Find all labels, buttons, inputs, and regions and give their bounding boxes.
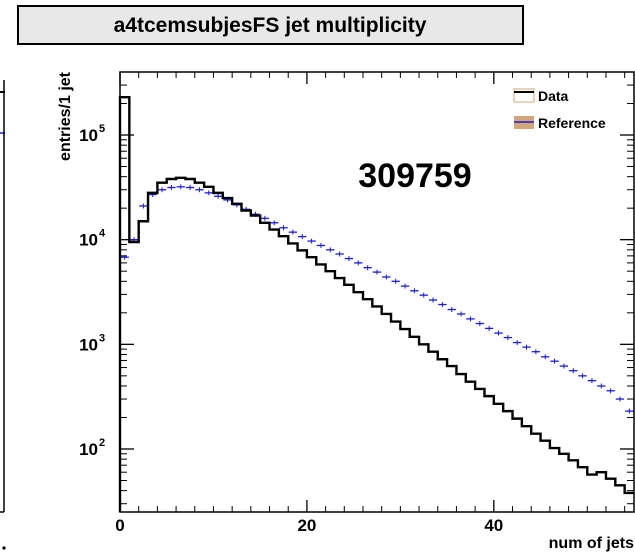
plot-frame — [119, 71, 635, 513]
x-tick-label: 20 — [297, 516, 316, 535]
chart-title-text: a4tcemsubjesFS jet multiplicity — [114, 14, 427, 37]
data-series-line — [118, 95, 634, 512]
x-tick-label: 0 — [115, 516, 124, 535]
y-tick-label-exponent: 3 — [99, 332, 105, 344]
chart-title: a4tcemsubjesFS jet multiplicity — [17, 5, 524, 45]
legend-item-data: Data — [513, 88, 569, 104]
x-axis-label: num of jets — [549, 535, 634, 552]
legend-swatch-data — [513, 88, 535, 103]
legend-label-data: Data — [538, 88, 569, 104]
legend: Data Reference — [513, 88, 606, 131]
legend-item-reference: Reference — [514, 115, 606, 131]
y-tick-label-exponent: 5 — [99, 123, 105, 135]
y-tick-label: 10 — [79, 440, 98, 459]
y-tick-label-exponent: 4 — [99, 228, 106, 240]
y-tick-label: 10 — [79, 335, 98, 354]
reference-series — [120, 184, 634, 414]
y-tick-label: 10 — [79, 126, 98, 145]
y-tick-label-exponent: 2 — [99, 437, 105, 449]
y-tick-label: 10 — [79, 231, 98, 250]
left-panel-fragment — [0, 80, 6, 550]
x-tick-label: 40 — [484, 516, 503, 535]
y-axis-label: entries/1 jet — [57, 71, 74, 161]
legend-label-reference: Reference — [538, 115, 606, 131]
run-number-label: 309759 — [358, 157, 471, 195]
